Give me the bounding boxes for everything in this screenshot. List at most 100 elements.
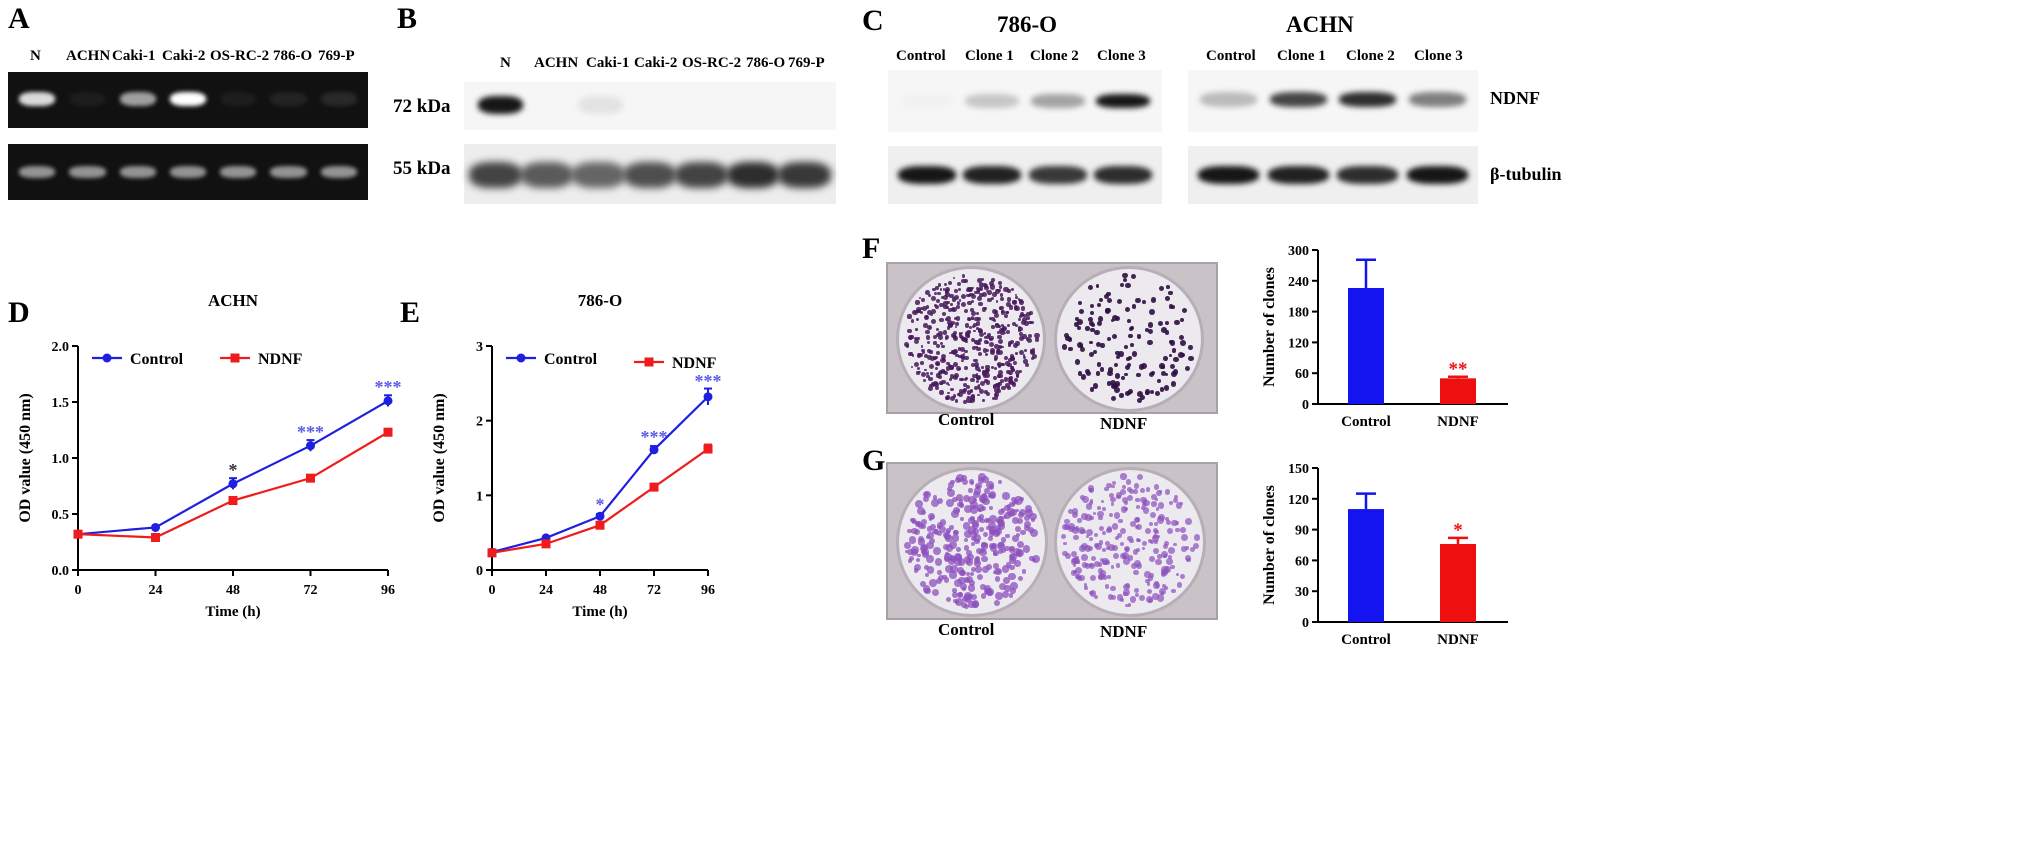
colony-dot [1007, 324, 1010, 327]
colony-dot [1025, 337, 1030, 341]
colony-dot [969, 389, 973, 393]
colony-dot [948, 482, 954, 488]
colony-dot [972, 600, 980, 608]
panel-c-blot-786o-tubulin [888, 146, 1162, 204]
colony-dot [1097, 320, 1103, 326]
colony-dot [1023, 521, 1031, 528]
colony-dot [1134, 517, 1141, 524]
colony-dot [950, 479, 955, 485]
colony-dot [1026, 311, 1031, 317]
colony-dot [939, 519, 947, 526]
colony-dot [1101, 548, 1106, 553]
colony-dot [1157, 553, 1163, 559]
colony-dot [992, 570, 997, 575]
colony-dot [925, 372, 929, 376]
colony-dot [1096, 362, 1102, 367]
colony-dot [1140, 362, 1147, 369]
colony-dot [1136, 538, 1141, 543]
colony-dot [1154, 498, 1158, 502]
y-tick-label: 0 [476, 564, 483, 579]
colony-dot [1139, 395, 1145, 401]
colony-dot [969, 480, 975, 485]
colony-dot [1000, 310, 1006, 315]
colony-dot [1164, 372, 1169, 377]
colony-dot [1111, 544, 1119, 552]
colony-dot [1014, 496, 1023, 505]
colony-dot [1021, 569, 1027, 575]
colony-dot [1163, 385, 1170, 391]
colony-dot [1009, 508, 1017, 516]
colony-dot [998, 548, 1004, 554]
colony-dot [1097, 510, 1104, 518]
panel-b-blot-bottom [464, 144, 836, 204]
colony-dot [954, 325, 958, 329]
colony-dot [949, 374, 955, 379]
lane-label-b-6: 769-P [788, 55, 825, 71]
colony-dot [1011, 501, 1016, 506]
colony-dot [1074, 567, 1082, 575]
colony-dot [1067, 337, 1073, 342]
colony-dot [914, 328, 918, 331]
blot-b-bottom-band-3 [623, 162, 677, 188]
colony-dot [957, 567, 964, 574]
colony-dot [1145, 487, 1151, 492]
colony-dot [1079, 344, 1084, 348]
blot-c-786o-tub-band-2 [1028, 166, 1087, 184]
colony-dot [945, 336, 949, 340]
colony-dot [951, 297, 957, 302]
colony-dot [958, 332, 962, 336]
colony-dot [1062, 523, 1069, 530]
blot-c-786o-tub-band-0 [897, 166, 956, 184]
colony-dot [1002, 590, 1010, 598]
colony-dot [1118, 351, 1124, 357]
y-tick-label: 1.5 [52, 396, 70, 411]
colony-dot [1174, 495, 1179, 500]
colony-dot [1110, 594, 1116, 600]
colony-dot [1181, 546, 1188, 552]
colony-dot [960, 347, 966, 353]
colony-dot [1013, 305, 1019, 310]
x-tick-label: NDNF [1437, 414, 1479, 430]
colony-dot [939, 288, 943, 291]
colony-dot [1100, 499, 1104, 504]
colony-dot [1153, 484, 1160, 490]
colony-dot [1098, 525, 1104, 532]
colony-dot [957, 576, 966, 585]
colony-dot [1148, 308, 1155, 315]
colony-dot [996, 362, 999, 366]
colony-dot [1089, 536, 1094, 542]
x-tick-label: 0 [75, 583, 82, 598]
colony-dot [1010, 355, 1016, 361]
colony-dot [962, 337, 968, 342]
colony-dot [914, 336, 918, 340]
colony-dot [1136, 473, 1143, 480]
colony-dot [1081, 562, 1088, 568]
colony-dot [967, 395, 970, 399]
colony-dot [1111, 523, 1119, 530]
colony-dot [1009, 339, 1014, 344]
lane-label-b-0: N [500, 55, 511, 71]
colony-dot [1084, 562, 1089, 567]
colony-dot [1098, 297, 1103, 302]
colony-dot [993, 376, 998, 381]
colony-dot [976, 485, 981, 490]
colony-dot [940, 354, 946, 360]
colony-dot [960, 293, 966, 299]
colony-dot [918, 536, 925, 543]
colony-dot [1127, 603, 1132, 607]
colony-dot [999, 292, 1004, 297]
colony-dot [1128, 489, 1134, 494]
colony-dot [963, 577, 970, 583]
colony-dot [918, 296, 922, 300]
colony-dot [1166, 285, 1170, 289]
colony-dot [941, 344, 945, 349]
colony-dot [988, 531, 995, 538]
colony-dot [1102, 559, 1108, 566]
colony-dot [1004, 585, 1012, 592]
colony-dot [1101, 531, 1106, 536]
colony-dot [939, 380, 944, 385]
colony-dot [908, 335, 913, 340]
colony-dot [949, 303, 953, 306]
data-point-ndnf [487, 548, 497, 558]
colony-dot [985, 289, 989, 293]
